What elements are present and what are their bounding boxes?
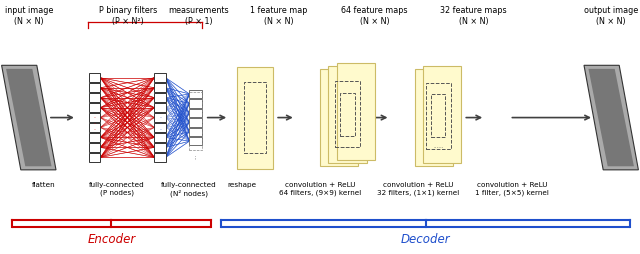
Bar (89, 153, 100, 162)
Bar (154, 124, 166, 132)
Bar (154, 84, 166, 93)
Bar (320, 70, 358, 166)
Bar (431, 95, 445, 138)
Bar (89, 114, 100, 122)
Bar (154, 153, 166, 162)
Bar (89, 124, 100, 132)
Bar (189, 93, 202, 151)
Bar (189, 100, 202, 108)
Bar (154, 114, 166, 122)
Text: convolution + ReLU
32 filters, (1×1) kernel: convolution + ReLU 32 filters, (1×1) ker… (377, 182, 459, 195)
Text: measurements
(P × 1): measurements (P × 1) (168, 6, 228, 26)
Bar (237, 67, 273, 169)
Bar (89, 134, 100, 142)
Text: flatten: flatten (32, 182, 55, 188)
Bar (340, 93, 355, 136)
Bar (154, 144, 166, 152)
Bar (189, 109, 202, 118)
Text: Encoder: Encoder (87, 232, 136, 245)
Text: fully-connected
(N² nodes): fully-connected (N² nodes) (161, 182, 217, 196)
Text: 1 feature map
(N × N): 1 feature map (N × N) (250, 6, 307, 26)
Bar (89, 94, 100, 103)
Text: ······: ······ (342, 145, 353, 150)
Bar (154, 134, 166, 142)
Text: 64 feature maps
(N × N): 64 feature maps (N × N) (341, 6, 408, 26)
Bar (423, 67, 461, 163)
Text: convolution + ReLU
64 filters, (9×9) kernel: convolution + ReLU 64 filters, (9×9) ker… (279, 182, 361, 195)
Bar (244, 83, 266, 154)
Bar (189, 90, 202, 99)
Text: ······: ······ (433, 145, 444, 150)
Text: output image
(N × N): output image (N × N) (584, 6, 638, 26)
Bar (89, 74, 100, 83)
Bar (154, 104, 166, 113)
Polygon shape (6, 70, 51, 167)
Bar (337, 64, 375, 160)
Polygon shape (589, 70, 634, 167)
Text: ·
·
·: · · · (159, 115, 161, 132)
Bar (426, 83, 451, 149)
Bar (89, 144, 100, 152)
Text: ·
·
·: · · · (93, 115, 96, 132)
Bar (189, 119, 202, 127)
Bar (335, 82, 360, 148)
Bar (154, 74, 166, 83)
Bar (415, 70, 453, 166)
Bar (328, 67, 367, 163)
Bar (189, 137, 202, 146)
Text: convolution + ReLU
1 filter, (5×5) kernel: convolution + ReLU 1 filter, (5×5) kerne… (475, 182, 549, 195)
Text: 32 feature maps
(N × N): 32 feature maps (N × N) (440, 6, 507, 26)
Bar (89, 84, 100, 93)
Bar (189, 128, 202, 136)
Polygon shape (1, 66, 56, 170)
Text: Decoder: Decoder (401, 232, 451, 245)
Text: fully-connected
(P nodes): fully-connected (P nodes) (89, 182, 145, 195)
Polygon shape (584, 66, 639, 170)
Text: input image
(N × N): input image (N × N) (4, 6, 53, 26)
Text: reshape: reshape (227, 182, 257, 188)
Bar (89, 104, 100, 113)
Text: P binary filters
(P × N²): P binary filters (P × N²) (99, 6, 157, 26)
Bar (154, 94, 166, 103)
Text: ···: ··· (193, 153, 198, 158)
